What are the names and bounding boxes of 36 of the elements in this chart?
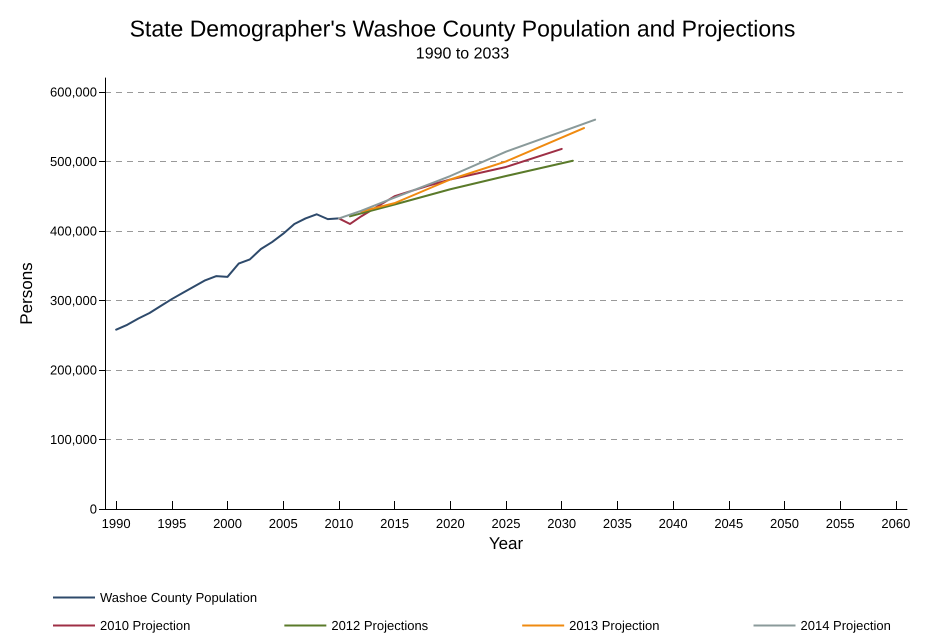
x-tick-label: 2040 xyxy=(658,516,688,531)
x-tick-label: 2035 xyxy=(602,516,632,531)
line-series xyxy=(349,160,574,218)
x-tick-label: 2025 xyxy=(492,516,520,531)
line-series xyxy=(115,213,340,331)
line-series xyxy=(360,127,585,212)
x-tick-label: 2045 xyxy=(714,516,744,531)
line-series xyxy=(338,118,596,220)
x-tick-label: 2050 xyxy=(770,516,799,531)
x-tick-label: 2030 xyxy=(547,516,576,531)
y-tick-label: 300,000 xyxy=(50,292,97,308)
y-axis-title: Persons xyxy=(17,262,36,325)
x-tick-label: 1995 xyxy=(157,516,186,531)
x-tick-label: 2010 xyxy=(324,516,354,531)
chart-subtitle: 1990 to 2033 xyxy=(416,46,510,62)
y-tick-label: 600,000 xyxy=(50,84,97,100)
x-tick-label: 2055 xyxy=(826,516,855,531)
x-tick-label: 2015 xyxy=(380,516,410,531)
x-axis-title: Year xyxy=(488,534,524,553)
x-tick-label: 2020 xyxy=(436,516,465,531)
legend-label: 2012 Projections xyxy=(331,618,429,633)
legend-label: 2014 Projection xyxy=(800,618,891,633)
x-tick-label: 2000 xyxy=(213,516,242,531)
y-tick-label: 100,000 xyxy=(50,432,97,447)
legend-label: 2013 Projection xyxy=(569,618,660,633)
x-tick-label: 1990 xyxy=(102,516,131,531)
legend-label: Washoe County Population xyxy=(100,590,258,605)
x-tick-label: 2060 xyxy=(881,516,910,531)
y-tick-label: 0 xyxy=(90,502,97,516)
y-tick-label: 500,000 xyxy=(50,154,97,169)
y-tick-label: 200,000 xyxy=(50,362,97,378)
y-tick-label: 400,000 xyxy=(50,223,97,238)
chart-title: State Demographer's Washoe County Population and Projections xyxy=(130,16,796,42)
x-tick-label: 2005 xyxy=(268,516,298,531)
line-series xyxy=(338,148,563,225)
legend-label: 2010 Projection xyxy=(100,618,190,633)
